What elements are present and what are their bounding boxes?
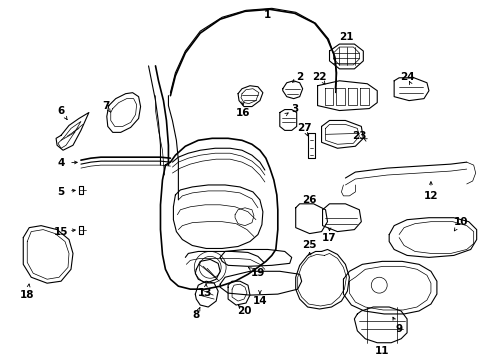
Text: 9: 9 bbox=[395, 324, 402, 334]
Text: 20: 20 bbox=[236, 306, 251, 316]
Text: 12: 12 bbox=[423, 191, 437, 201]
Text: 27: 27 bbox=[297, 123, 311, 134]
Text: 21: 21 bbox=[339, 32, 353, 42]
Text: 15: 15 bbox=[54, 226, 68, 237]
Text: 3: 3 bbox=[290, 104, 298, 113]
Text: 1: 1 bbox=[264, 10, 271, 20]
Text: 2: 2 bbox=[295, 72, 303, 82]
Text: 17: 17 bbox=[322, 233, 336, 243]
Text: 26: 26 bbox=[302, 195, 316, 205]
Text: 8: 8 bbox=[192, 310, 200, 320]
Text: 10: 10 bbox=[452, 217, 467, 227]
Text: 16: 16 bbox=[235, 108, 250, 117]
Text: 14: 14 bbox=[252, 296, 266, 306]
Text: 19: 19 bbox=[250, 268, 264, 278]
Text: 4: 4 bbox=[57, 158, 64, 168]
Text: 24: 24 bbox=[399, 72, 413, 82]
Text: 6: 6 bbox=[57, 105, 64, 116]
Text: 25: 25 bbox=[302, 240, 316, 251]
Text: 7: 7 bbox=[102, 100, 109, 111]
Text: 11: 11 bbox=[374, 346, 388, 356]
Text: 13: 13 bbox=[198, 288, 212, 298]
Text: 22: 22 bbox=[312, 72, 326, 82]
Text: 23: 23 bbox=[351, 131, 366, 141]
Text: 18: 18 bbox=[20, 290, 35, 300]
Text: 5: 5 bbox=[57, 187, 64, 197]
